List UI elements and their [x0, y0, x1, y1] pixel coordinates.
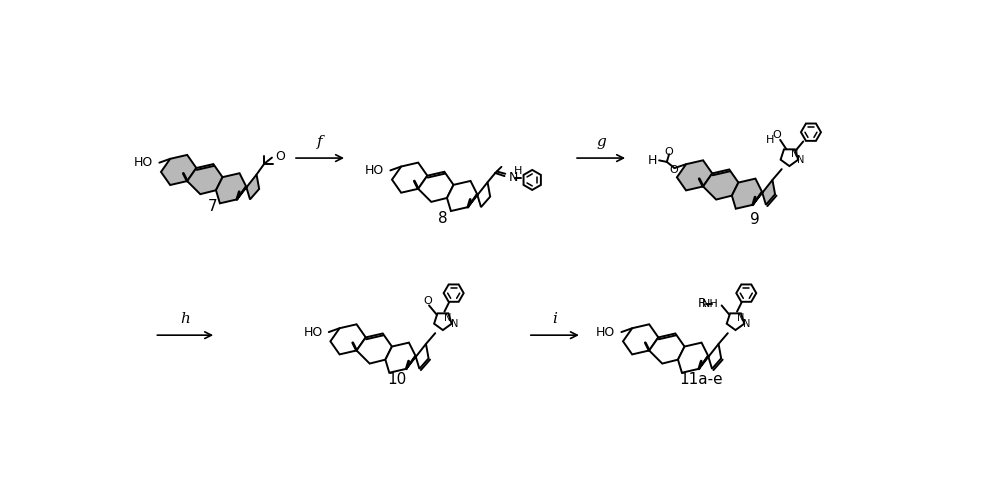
Polygon shape [468, 182, 490, 207]
Text: HO: HO [134, 156, 153, 169]
Text: 7: 7 [207, 199, 217, 214]
Polygon shape [732, 179, 762, 209]
Polygon shape [330, 324, 366, 355]
Text: NH: NH [702, 299, 719, 309]
Text: 11a-e: 11a-e [679, 372, 723, 387]
Text: i: i [552, 312, 557, 326]
Polygon shape [392, 163, 427, 193]
Text: HO: HO [365, 164, 384, 177]
Text: 9: 9 [750, 212, 760, 227]
Text: O: O [773, 130, 781, 140]
Polygon shape [161, 155, 196, 185]
Text: N: N [737, 313, 744, 323]
Polygon shape [216, 173, 246, 203]
Polygon shape [418, 172, 454, 202]
Text: N: N [451, 319, 458, 329]
Polygon shape [447, 181, 477, 211]
Polygon shape [727, 313, 744, 330]
Polygon shape [677, 160, 712, 190]
Text: O: O [423, 296, 432, 306]
Text: N: N [743, 319, 751, 329]
Polygon shape [237, 174, 259, 199]
Polygon shape [444, 284, 464, 302]
Polygon shape [678, 342, 708, 373]
Text: 10: 10 [387, 372, 407, 387]
Text: HO: HO [303, 326, 323, 339]
Polygon shape [357, 333, 392, 364]
Text: g: g [596, 135, 606, 149]
Text: H: H [766, 135, 774, 145]
Polygon shape [699, 344, 721, 369]
Polygon shape [524, 170, 541, 190]
Text: HO: HO [596, 326, 615, 339]
Text: f: f [317, 135, 323, 149]
Polygon shape [753, 180, 775, 205]
Text: N: N [791, 149, 798, 159]
Text: O: O [670, 165, 678, 175]
Text: H: H [514, 167, 523, 176]
Text: h: h [180, 312, 190, 326]
Text: N: N [444, 313, 452, 323]
Text: 8: 8 [438, 211, 448, 226]
Polygon shape [434, 313, 452, 330]
Text: N: N [509, 171, 518, 184]
Polygon shape [781, 149, 798, 166]
Polygon shape [385, 342, 415, 373]
Polygon shape [703, 170, 738, 199]
Text: H: H [647, 154, 657, 167]
Text: N: N [797, 155, 804, 165]
Text: O: O [665, 147, 673, 157]
Text: R: R [697, 298, 706, 311]
Polygon shape [187, 164, 223, 194]
Polygon shape [649, 333, 685, 364]
Polygon shape [801, 124, 821, 141]
Polygon shape [406, 344, 429, 369]
Polygon shape [623, 324, 658, 355]
Polygon shape [736, 284, 756, 302]
Text: O: O [275, 150, 285, 163]
